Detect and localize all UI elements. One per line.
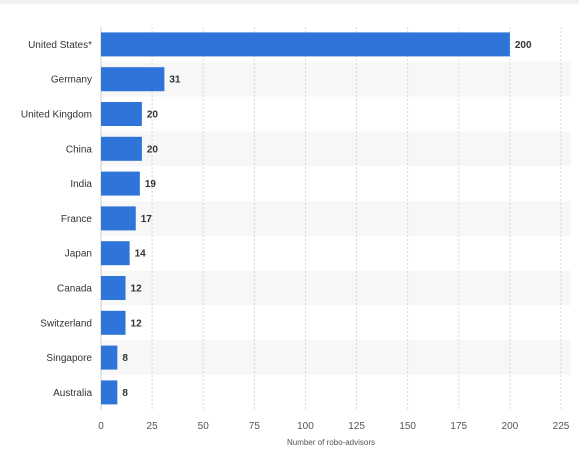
bars xyxy=(101,32,510,405)
value-label: 14 xyxy=(135,249,147,260)
bar xyxy=(101,380,118,405)
bar xyxy=(101,310,126,335)
row-band xyxy=(101,61,571,97)
row-band xyxy=(101,270,571,306)
category-label: China xyxy=(66,144,93,155)
category-label: India xyxy=(70,179,92,190)
category-label: Singapore xyxy=(46,353,92,364)
x-axis-title: Number of robo-advisors xyxy=(287,438,375,447)
value-label: 20 xyxy=(147,144,159,155)
category-label: Switzerland xyxy=(40,318,92,329)
value-label: 200 xyxy=(515,40,532,51)
x-tick-label: 0 xyxy=(98,421,104,432)
top-divider xyxy=(0,0,579,4)
bar xyxy=(101,136,142,161)
value-label: 20 xyxy=(147,110,159,121)
x-tick-label: 225 xyxy=(553,421,570,432)
x-tick-label: 75 xyxy=(249,421,261,432)
bar xyxy=(101,276,126,300)
x-tick-label: 175 xyxy=(450,421,467,432)
bar xyxy=(101,102,142,126)
value-label: 12 xyxy=(131,284,143,295)
category-labels: United States* Germany United Kingdom China… xyxy=(21,40,93,399)
category-label: Germany xyxy=(51,75,92,86)
bar xyxy=(101,171,140,196)
value-label: 12 xyxy=(131,318,143,329)
row-bands xyxy=(101,61,571,375)
bar xyxy=(101,206,136,231)
value-label: 19 xyxy=(145,179,157,190)
row-band xyxy=(101,340,571,375)
bar xyxy=(101,67,165,92)
bar xyxy=(101,32,510,57)
bar xyxy=(101,345,118,370)
x-tick-label: 200 xyxy=(502,421,519,432)
category-label: Australia xyxy=(53,388,92,399)
category-label: United States* xyxy=(28,40,92,51)
x-tick-label: 150 xyxy=(399,421,416,432)
x-tick-label: 25 xyxy=(147,421,159,432)
row-band xyxy=(101,201,571,236)
category-label: United Kingdom xyxy=(21,110,92,121)
category-label: Japan xyxy=(65,249,92,260)
x-tick-label: 50 xyxy=(198,421,210,432)
x-tick-label: 125 xyxy=(348,421,365,432)
bar xyxy=(101,241,130,266)
x-tick-label: 100 xyxy=(297,421,314,432)
value-label: 8 xyxy=(122,388,128,399)
category-label: France xyxy=(61,214,93,225)
row-band xyxy=(101,131,571,167)
value-labels: 200 31 20 20 19 17 14 12 12 8 8 xyxy=(122,40,532,399)
x-tick-labels: 0 25 50 75 100 125 150 175 200 225 xyxy=(98,421,570,432)
value-label: 8 xyxy=(122,353,128,364)
value-label: 31 xyxy=(169,75,181,86)
value-label: 17 xyxy=(141,214,153,225)
category-label: Canada xyxy=(57,284,92,295)
